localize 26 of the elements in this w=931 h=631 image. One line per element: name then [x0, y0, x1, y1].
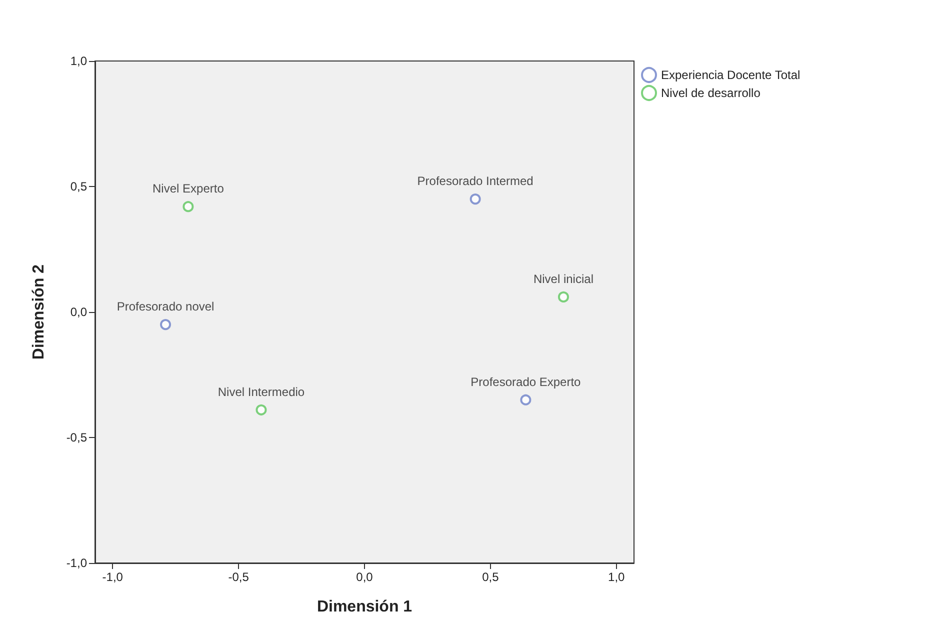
point	[470, 194, 481, 205]
x-tick-label: -1,0	[102, 570, 124, 584]
x-axis-title: Dimensión 1	[316, 598, 412, 616]
point	[520, 394, 532, 406]
x-tick-label: 0,5	[482, 570, 500, 584]
point	[182, 201, 194, 212]
y-tick-label: 1,0	[70, 54, 88, 68]
y-tick-label: 0,0	[70, 305, 88, 319]
x-tick-label: -0,5	[228, 570, 250, 584]
annotation: Nivel inicial	[533, 272, 594, 286]
y-axis-title: Dimensión 2	[30, 264, 48, 360]
x-tick-label: 0,0	[356, 570, 374, 584]
x-tick-label: 1,0	[608, 570, 626, 584]
annotation: Nivel Intermedio	[218, 384, 305, 399]
y-tick-label: 0,5	[70, 180, 88, 194]
legend-label: Nivel de desarrollo	[661, 86, 761, 100]
point	[160, 319, 172, 330]
point	[256, 404, 267, 416]
y-tick-label: -1,0	[66, 556, 88, 570]
point	[558, 291, 569, 302]
legend-label: Experiencia Docente Total	[661, 68, 800, 82]
annotation: Profesorado novel	[116, 300, 214, 314]
annotation: Profesorado Intermed	[417, 174, 534, 188]
annotation: Profesorado Experto	[470, 374, 582, 389]
y-tick-label: -0,5	[66, 430, 88, 444]
annotation: Nivel Experto	[152, 182, 224, 196]
